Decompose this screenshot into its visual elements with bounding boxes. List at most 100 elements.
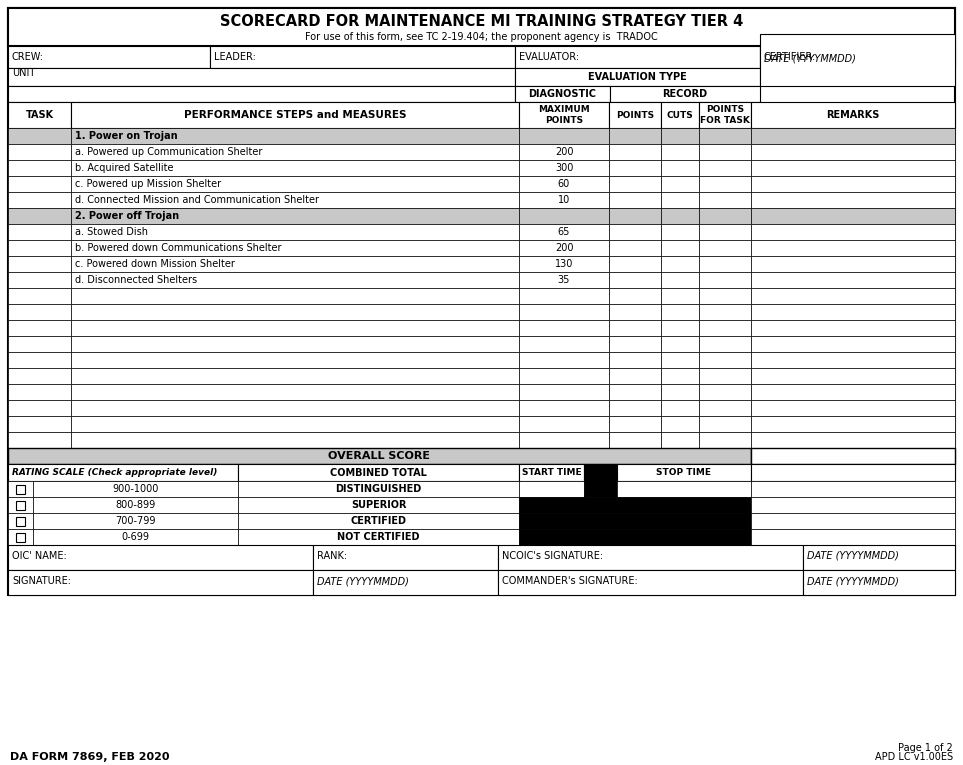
Bar bbox=[699, 432, 751, 448]
Text: PERFORMANCE STEPS and MEASURES: PERFORMANCE STEPS and MEASURES bbox=[184, 110, 406, 120]
Bar bbox=[609, 256, 661, 272]
Bar bbox=[519, 352, 609, 368]
Bar bbox=[609, 384, 661, 400]
Bar bbox=[699, 208, 751, 224]
Bar bbox=[8, 545, 313, 570]
Bar bbox=[8, 570, 313, 595]
Bar bbox=[71, 192, 519, 208]
Bar bbox=[519, 320, 609, 336]
Bar bbox=[71, 288, 519, 304]
Text: 35: 35 bbox=[558, 275, 570, 285]
Bar bbox=[519, 432, 609, 448]
Bar bbox=[661, 304, 699, 320]
Bar bbox=[661, 368, 699, 384]
Bar bbox=[519, 256, 609, 272]
Bar bbox=[519, 304, 609, 320]
Bar bbox=[699, 368, 751, 384]
Bar bbox=[8, 8, 955, 595]
Bar bbox=[751, 176, 955, 192]
Bar bbox=[661, 128, 699, 144]
Bar bbox=[71, 256, 519, 272]
Bar bbox=[699, 416, 751, 432]
Bar bbox=[515, 86, 610, 102]
Text: a. Stowed Dish: a. Stowed Dish bbox=[75, 227, 148, 237]
Text: 130: 130 bbox=[555, 259, 573, 269]
Bar bbox=[751, 513, 955, 529]
Bar bbox=[661, 208, 699, 224]
Bar bbox=[609, 192, 661, 208]
Bar bbox=[71, 352, 519, 368]
Bar bbox=[609, 416, 661, 432]
Text: NOT CERTIFIED: NOT CERTIFIED bbox=[337, 532, 420, 542]
Bar bbox=[609, 400, 661, 416]
Bar bbox=[8, 176, 71, 192]
Bar bbox=[8, 432, 71, 448]
Bar bbox=[751, 481, 955, 497]
Bar bbox=[661, 256, 699, 272]
Bar bbox=[661, 288, 699, 304]
Bar bbox=[661, 432, 699, 448]
Text: EVALUATOR:: EVALUATOR: bbox=[519, 52, 579, 62]
Text: 2. Power off Trojan: 2. Power off Trojan bbox=[75, 211, 179, 221]
Bar bbox=[8, 8, 955, 46]
Bar bbox=[661, 176, 699, 192]
Bar bbox=[519, 384, 609, 400]
Bar bbox=[8, 102, 71, 128]
Bar bbox=[519, 224, 609, 240]
Bar bbox=[8, 481, 33, 497]
Bar bbox=[519, 400, 609, 416]
Bar bbox=[33, 497, 238, 513]
Bar bbox=[661, 336, 699, 352]
Bar bbox=[71, 128, 519, 144]
Bar bbox=[16, 484, 25, 493]
Bar bbox=[515, 68, 760, 86]
Bar bbox=[71, 144, 519, 160]
Bar bbox=[751, 352, 955, 368]
Bar bbox=[8, 384, 71, 400]
Text: LEADER:: LEADER: bbox=[214, 52, 256, 62]
Bar bbox=[71, 304, 519, 320]
Bar bbox=[609, 368, 661, 384]
Bar bbox=[609, 288, 661, 304]
Bar bbox=[8, 448, 751, 464]
Bar bbox=[498, 570, 803, 595]
Text: b. Acquired Satellite: b. Acquired Satellite bbox=[75, 163, 173, 173]
Bar bbox=[71, 416, 519, 432]
Bar bbox=[751, 368, 955, 384]
Bar bbox=[71, 368, 519, 384]
Bar bbox=[8, 304, 71, 320]
Text: 10: 10 bbox=[558, 195, 570, 205]
Bar bbox=[71, 160, 519, 176]
Bar bbox=[8, 68, 515, 86]
Text: d. Disconnected Shelters: d. Disconnected Shelters bbox=[75, 275, 197, 285]
Text: c. Powered up Mission Shelter: c. Powered up Mission Shelter bbox=[75, 179, 221, 189]
Bar bbox=[751, 288, 955, 304]
Bar bbox=[519, 529, 751, 545]
Bar bbox=[519, 288, 609, 304]
Text: NCOIC's SIGNATURE:: NCOIC's SIGNATURE: bbox=[502, 551, 603, 561]
Text: RANK:: RANK: bbox=[317, 551, 347, 561]
Bar bbox=[8, 497, 33, 513]
Bar bbox=[8, 464, 238, 481]
Bar bbox=[609, 320, 661, 336]
Text: 200: 200 bbox=[555, 147, 573, 157]
Text: DATE (YYYYMMDD): DATE (YYYYMMDD) bbox=[764, 53, 856, 63]
Bar bbox=[33, 529, 238, 545]
Bar bbox=[661, 102, 699, 128]
Bar bbox=[699, 384, 751, 400]
Text: UNIT: UNIT bbox=[12, 68, 36, 78]
Text: a. Powered up Communication Shelter: a. Powered up Communication Shelter bbox=[75, 147, 262, 157]
Bar bbox=[515, 46, 760, 68]
Text: DATE (YYYYMMDD): DATE (YYYYMMDD) bbox=[807, 576, 898, 586]
Bar bbox=[519, 497, 751, 513]
Bar bbox=[519, 481, 584, 497]
Bar bbox=[8, 240, 71, 256]
Bar bbox=[584, 464, 617, 481]
Text: MAXIMUM
POINTS: MAXIMUM POINTS bbox=[538, 106, 590, 125]
Text: b. Powered down Communications Shelter: b. Powered down Communications Shelter bbox=[75, 243, 281, 253]
Bar bbox=[609, 208, 661, 224]
Text: SUPERIOR: SUPERIOR bbox=[351, 500, 406, 510]
Text: RECORD: RECORD bbox=[663, 89, 708, 99]
Bar bbox=[519, 368, 609, 384]
Bar bbox=[803, 545, 955, 570]
